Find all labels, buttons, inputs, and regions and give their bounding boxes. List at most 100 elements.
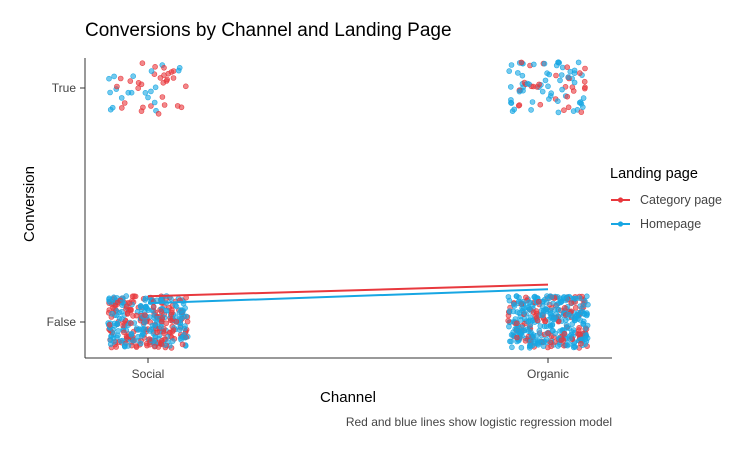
x-tick-label-social: Social: [132, 367, 165, 381]
data-point: [545, 330, 551, 337]
data-point: [138, 81, 145, 88]
data-point: [176, 65, 183, 71]
data-point: [152, 84, 159, 91]
data-point: [554, 301, 560, 308]
data-point: [577, 317, 584, 323]
data-point: [534, 317, 541, 324]
data-point: [516, 88, 523, 95]
data-point: [533, 308, 540, 314]
data-point: [529, 99, 536, 105]
data-point: [109, 310, 115, 317]
data-point: [106, 299, 113, 305]
legend: Landing page Category page Homepage: [610, 166, 722, 231]
data-point: [547, 322, 554, 329]
data-point: [547, 310, 554, 316]
data-point: [561, 304, 568, 311]
legend-label-category-page: Category page: [640, 193, 722, 207]
x-axis-title: Channel: [320, 389, 376, 406]
data-point: [139, 60, 146, 67]
data-point: [146, 336, 153, 342]
data-point: [135, 327, 142, 333]
data-point: [133, 343, 140, 349]
data-point: [518, 299, 524, 306]
data-point: [543, 308, 549, 315]
data-point: [574, 312, 580, 318]
data-point: [559, 86, 565, 93]
data-point: [511, 106, 518, 113]
data-point: [158, 323, 164, 330]
data-point: [148, 68, 155, 74]
data-point: [546, 96, 552, 102]
data-point: [528, 333, 535, 340]
data-point: [541, 323, 548, 330]
data-point: [130, 337, 137, 344]
data-point: [525, 328, 532, 335]
data-point: [539, 88, 546, 95]
data-point: [176, 326, 183, 333]
data-point: [565, 74, 572, 80]
data-point: [555, 59, 562, 66]
data-point: [571, 317, 578, 324]
data-point: [123, 293, 129, 299]
data-point: [539, 303, 546, 309]
data-point: [575, 327, 582, 333]
data-point: [552, 330, 559, 337]
data-point: [531, 338, 538, 345]
data-point: [119, 105, 125, 111]
data-point: [522, 337, 529, 344]
data-point: [577, 99, 584, 105]
data-point: [530, 83, 537, 90]
data-point: [183, 313, 189, 320]
data-point: [141, 325, 148, 332]
data-point: [537, 101, 544, 108]
data-point: [150, 304, 157, 310]
data-point: [168, 69, 175, 75]
data-point: [113, 344, 119, 350]
data-point: [158, 341, 165, 348]
data-point: [111, 73, 117, 80]
data-point: [148, 103, 154, 109]
data-point: [569, 84, 576, 90]
data-point: [551, 316, 557, 323]
chart-title: Conversions by Channel and Landing Page: [85, 20, 452, 41]
data-point: [151, 343, 158, 350]
data-point: [505, 317, 512, 324]
data-point: [535, 341, 542, 348]
data-point: [566, 341, 572, 348]
data-point: [509, 344, 515, 351]
data-point: [561, 330, 568, 337]
data-point: [530, 61, 537, 68]
data-point: [565, 104, 572, 111]
data-point: [519, 72, 526, 79]
data-point: [106, 321, 113, 328]
data-point: [506, 68, 513, 74]
data-point: [107, 106, 114, 113]
data-point: [163, 78, 170, 84]
data-point: [159, 316, 165, 322]
data-point: [578, 109, 585, 115]
data-point: [548, 294, 555, 300]
data-point: [581, 311, 588, 318]
data-point: [121, 100, 128, 106]
data-point: [554, 98, 561, 104]
data-point: [142, 297, 148, 303]
legend-item-homepage: Homepage: [611, 217, 701, 231]
data-point: [507, 84, 514, 90]
points-layer: [105, 59, 591, 351]
data-point: [576, 295, 583, 301]
data-point: [545, 83, 551, 90]
data-point: [137, 340, 144, 347]
data-point: [582, 65, 588, 72]
data-point: [169, 338, 176, 344]
data-point: [107, 89, 113, 96]
data-point: [148, 88, 154, 95]
x-tick-label-organic: Organic: [527, 367, 569, 381]
data-point: [558, 337, 565, 344]
data-point: [564, 64, 571, 70]
data-point: [581, 78, 588, 85]
data-point: [515, 102, 522, 109]
data-point: [117, 75, 124, 82]
data-point: [568, 331, 575, 338]
data-point: [578, 340, 584, 347]
